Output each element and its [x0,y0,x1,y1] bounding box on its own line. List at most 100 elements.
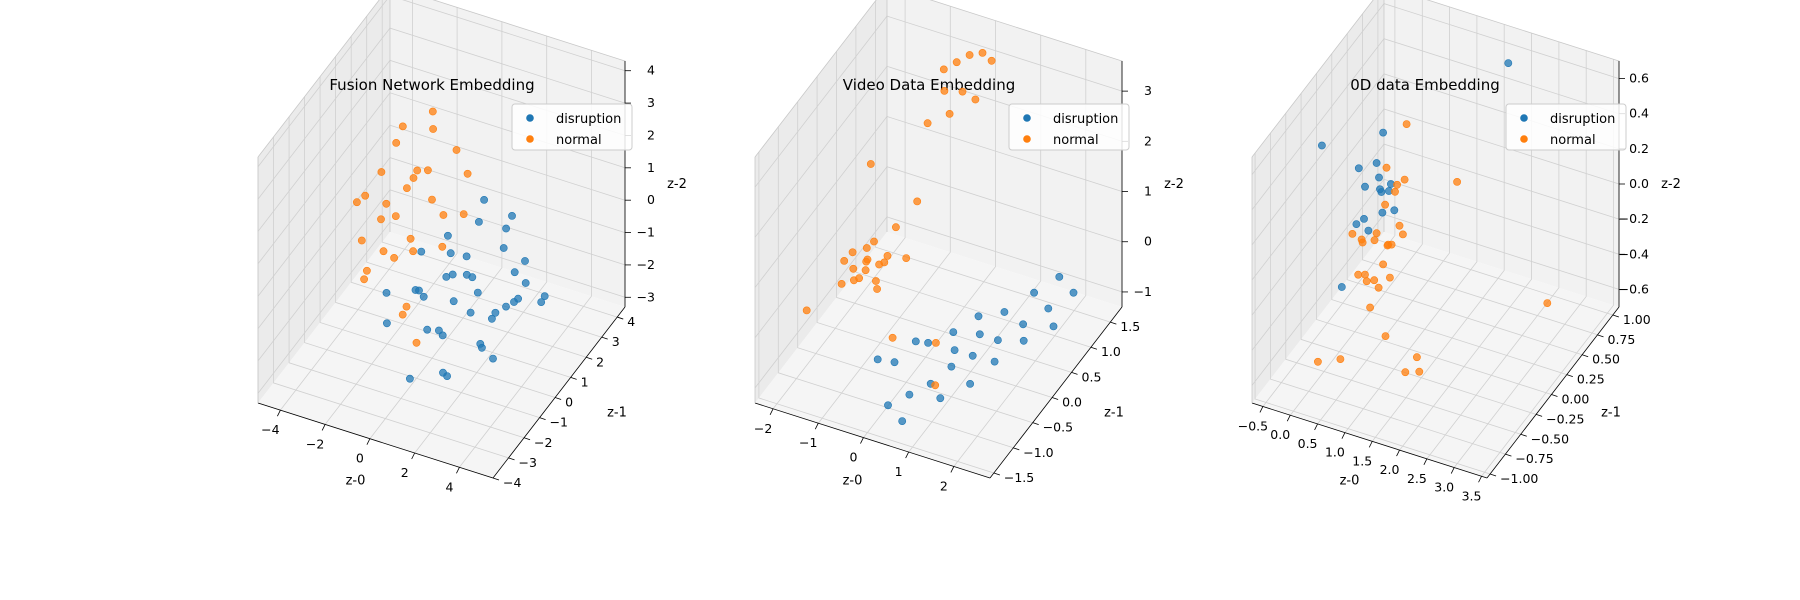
data-point-normal [1386,273,1394,282]
z-tick-label: −1 [1134,284,1152,299]
data-point-normal [452,146,461,154]
data-point-normal [1402,120,1411,128]
y-tick-label: 0.0 [1062,395,1082,410]
data-point-disruption [949,328,958,336]
data-point-normal [463,169,472,178]
data-point-disruption [449,297,458,306]
z-tick-label: 2 [647,127,655,142]
data-point-normal [1395,221,1404,230]
x-tick [1423,458,1428,465]
data-point-normal [1379,260,1387,269]
y-tick-label: 1.5 [1120,319,1140,334]
y-tick [1582,354,1589,358]
x-tick [905,451,910,459]
x-tick [1286,415,1291,422]
y-tick [1535,413,1543,417]
data-point-disruption [446,249,455,258]
data-point-disruption [1360,214,1368,223]
y-tick-label: 2 [596,354,604,369]
data-point-normal [862,244,871,252]
data-point-normal [939,65,948,74]
series-disruption [873,272,1078,425]
y-tick-label: 1.0 [1101,344,1121,359]
data-point-disruption [415,286,423,295]
y-tick-label: −0.50 [1531,431,1569,446]
grid-line [1371,24,1505,442]
legend-label-disruption: disruption [556,112,621,127]
data-point-normal [880,258,889,267]
data-point-normal [883,251,892,260]
z-tick-label: −2 [637,257,655,272]
x-axis-label: z-0 [1340,474,1360,489]
plot-video-data-embedding: −2 −1 0 1 2 −1.5 −1.0 −0.5 0.00.5 1.0 1.5 −1 0 1 2 3 z-0… [754,0,1184,493]
data-point-normal [379,247,388,256]
x-tick [456,467,460,474]
x-tick [769,408,774,415]
data-point-disruption [1354,164,1363,173]
data-point-normal [855,274,863,283]
data-point-normal [802,306,811,315]
y-tick [570,377,577,380]
x-tick [1259,406,1264,413]
x-tick-label: 3.5 [1462,488,1482,503]
data-point-disruption [950,346,959,354]
data-point-disruption [1030,288,1038,297]
x-tick-label: 1.5 [1352,453,1372,468]
data-point-normal [913,197,922,206]
data-point-disruption [911,337,920,346]
data-point-normal [459,210,468,218]
z-axis-label: z-2 [667,177,687,192]
z-tick-label: 0 [1144,234,1152,249]
y-tick-label: −0.75 [1515,451,1553,466]
y-tick [539,417,546,421]
data-point-disruption [1504,59,1513,67]
z-tick-label: 2 [1144,133,1152,148]
data-point-normal [965,51,974,59]
y-tick [1090,346,1098,350]
z-tick-label: −0.4 [1619,246,1649,261]
data-point-normal [952,58,961,67]
x-tick-label: 2.0 [1380,462,1400,477]
data-point-normal [932,338,940,347]
data-point-disruption [448,270,457,279]
y-tick-label: 0 [565,395,573,410]
grid-line [1270,133,1506,455]
x-tick-label: 2.5 [1407,471,1427,486]
x-tick [1478,476,1482,483]
x-tick-label: −1 [799,435,817,450]
y-tick-label: 0.50 [1592,352,1620,367]
y-tick [601,336,608,340]
x-tick-label: 4 [445,479,453,494]
y-tick-label: 4 [627,314,635,329]
legend-marker-normal [526,135,534,143]
data-point-normal [1336,355,1345,363]
data-point-disruption [476,339,485,348]
x-tick-label: −2 [306,436,324,451]
floor-pane [258,232,625,478]
data-point-normal [438,242,447,251]
data-point-disruption [990,357,999,366]
data-point-normal [352,198,361,207]
data-point-normal [940,87,949,95]
data-point-normal [848,248,857,257]
grid-line [304,96,540,418]
chart-title: 0D data Embedding [1350,76,1500,94]
z-tick-label: 0.6 [1629,71,1649,86]
y-tick-label: 3 [612,334,620,349]
series-normal [802,49,996,390]
data-point-disruption [462,270,471,279]
x-axis-label: z-0 [843,474,863,489]
chart-title: Video Data Embedding [843,76,1015,94]
legend-label-normal: normal [1053,133,1099,148]
x-tick [1368,441,1373,448]
data-point-disruption [438,331,447,340]
data-point-normal [888,333,897,342]
y-tick-label: −3 [519,455,537,470]
grid-line [381,0,618,318]
grid-line [1317,6,1450,425]
data-point-normal [406,234,415,243]
x-tick-label: 0 [356,451,364,466]
grid-line [772,0,906,410]
x-axis-line [1251,402,1488,479]
